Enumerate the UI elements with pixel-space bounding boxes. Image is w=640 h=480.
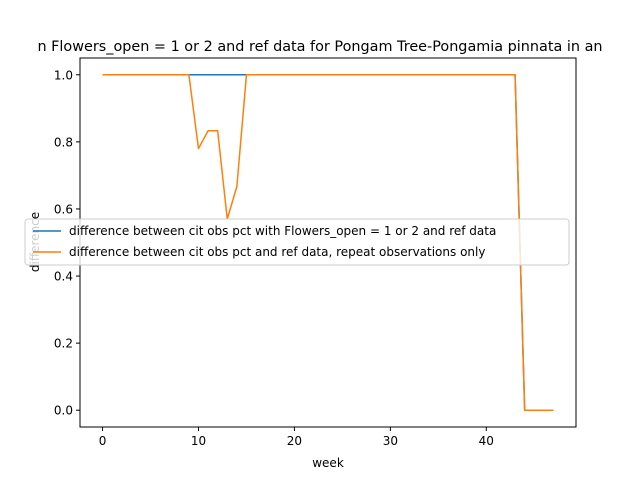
plot-lines (102, 74, 554, 411)
y-tick-label: 0.6 (54, 202, 73, 216)
y-axis-ticks: 0.0 0.2 0.4 0.6 0.8 1.0 (54, 68, 80, 418)
legend-label-series-1: difference between cit obs pct with Flow… (69, 224, 496, 238)
y-tick-label: 0.4 (54, 270, 73, 284)
x-tick-label: 20 (287, 434, 302, 448)
series-line-2 (102, 74, 554, 411)
y-tick-label: 0.2 (54, 337, 73, 351)
legend: difference between cit obs pct with Flow… (24, 218, 570, 266)
x-tick-label: 10 (191, 434, 206, 448)
x-axis-label: week (312, 456, 344, 470)
y-tick-label: 0.0 (54, 404, 73, 418)
chart-title: n Flowers_open = 1 or 2 and ref data for… (37, 39, 602, 55)
legend-box (24, 218, 570, 266)
y-tick-label: 1.0 (54, 68, 73, 82)
legend-label-series-2: difference between cit obs pct and ref d… (69, 245, 485, 259)
x-tick-label: 40 (479, 434, 494, 448)
x-tick-label: 0 (99, 434, 107, 448)
y-tick-label: 0.8 (54, 135, 73, 149)
x-axis-ticks: 0 10 20 30 40 (99, 427, 494, 448)
x-tick-label: 30 (383, 434, 398, 448)
